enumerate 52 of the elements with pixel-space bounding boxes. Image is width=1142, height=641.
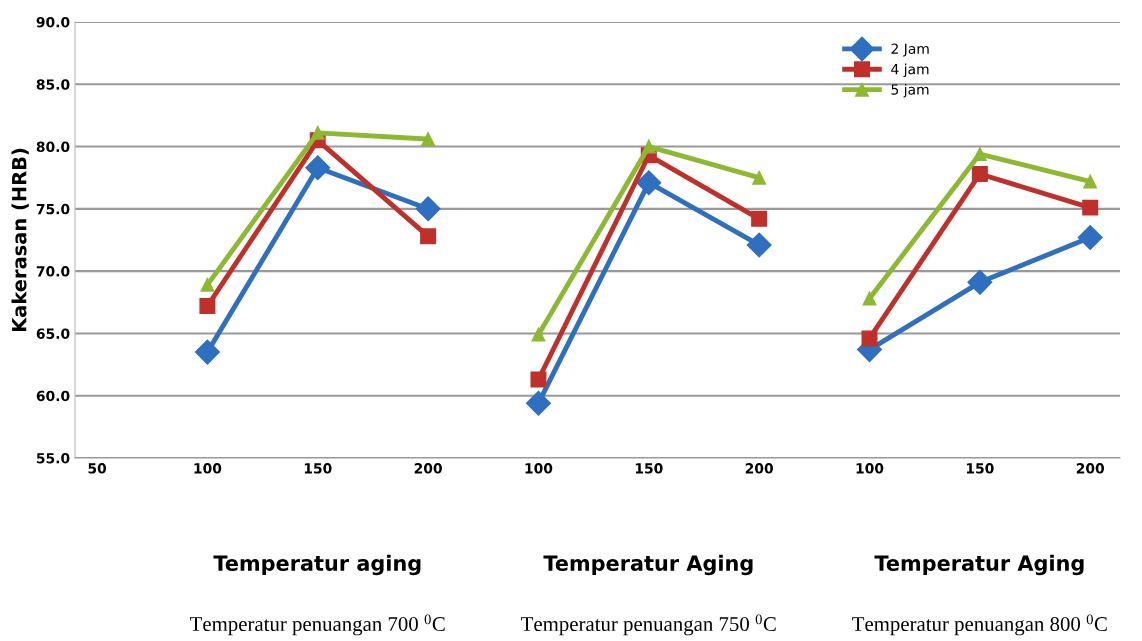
- point: [967, 269, 993, 295]
- y-tick-label: 70.0: [36, 266, 70, 277]
- x-tick-label: 200: [1076, 463, 1105, 474]
- point: [751, 210, 768, 227]
- point: [200, 277, 215, 292]
- y-tick-label: 75.0: [36, 203, 70, 215]
- point: [752, 170, 767, 185]
- y-tick-label: 55.0: [36, 452, 70, 464]
- point: [1077, 225, 1103, 250]
- y-axis-title: Kakerasan (HRB): [11, 148, 29, 332]
- point: [636, 170, 662, 196]
- legend-label: 2 Jam: [891, 43, 929, 57]
- legend-label: 4 jam: [891, 63, 929, 78]
- point: [194, 339, 220, 365]
- point: [746, 232, 772, 258]
- text: Temperatur penuangan 800 $^{0}$C: [852, 614, 1107, 636]
- y-tick-label: 90.0: [36, 16, 70, 28]
- text: Temperatur aging: [213, 554, 421, 576]
- text: Temperatur penuangan 750 $^{0}$C: [521, 614, 776, 636]
- x-tick-label: 100: [194, 463, 222, 474]
- y-tick-label: 85.0: [36, 79, 70, 90]
- point: [525, 390, 551, 416]
- x-tick-label: 150: [304, 463, 332, 474]
- point: [199, 298, 216, 315]
- point: [530, 371, 547, 388]
- text: Temperatur Aging: [543, 554, 753, 576]
- x-tick-label: 200: [745, 463, 773, 474]
- text: Temperatur Aging: [874, 554, 1084, 576]
- text: Temperatur penuangan 700 $^{0}$C: [190, 614, 445, 636]
- point: [415, 196, 441, 222]
- point: [1082, 199, 1099, 216]
- x-tick-label: 50: [88, 463, 107, 474]
- x-tick-label: 150: [635, 463, 663, 474]
- legend-label: 5 jam: [891, 83, 929, 98]
- point: [972, 147, 987, 161]
- x-tick-label: 150: [966, 463, 994, 474]
- point: [310, 125, 325, 140]
- x-tick-label: 100: [856, 463, 884, 474]
- point: [862, 291, 877, 306]
- point: [531, 327, 546, 342]
- y-tick-label: 60.0: [36, 390, 70, 402]
- x-tick-label: 200: [414, 463, 442, 474]
- point: [641, 139, 656, 154]
- y-tick-label: 65.0: [36, 328, 70, 339]
- point: [305, 155, 331, 181]
- point: [971, 165, 988, 182]
- point: [421, 132, 436, 147]
- point: [420, 228, 437, 245]
- point: [861, 330, 878, 347]
- x-tick-label: 100: [525, 463, 553, 474]
- point: [1083, 174, 1098, 189]
- y-tick-label: 80.0: [36, 141, 70, 153]
